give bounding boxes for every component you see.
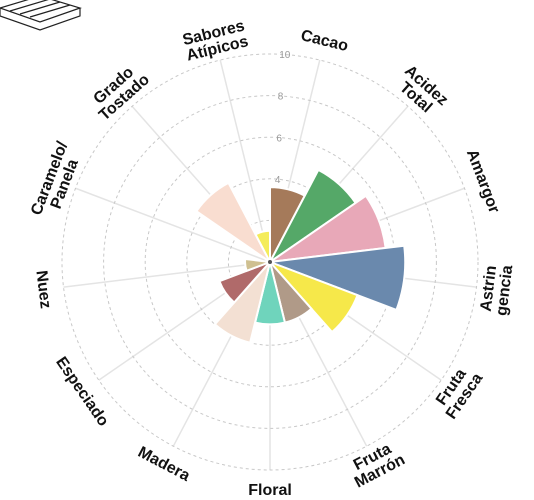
category-label: AcidezTotal (391, 62, 451, 121)
category-label: SaboresAtípicos (181, 18, 250, 65)
bar (218, 261, 271, 304)
category-label-line: Floral (248, 482, 292, 499)
category-label: Madera (135, 444, 193, 485)
spoke (75, 187, 271, 263)
y-tick-label: 10 (279, 50, 291, 61)
category-label: Floral (248, 482, 292, 499)
bar (254, 229, 271, 263)
category-label: Especiado (52, 354, 112, 430)
category-label: Caramelo/Panela (28, 139, 86, 224)
bar (195, 181, 271, 263)
y-tick-label: 4 (275, 175, 281, 186)
bar (269, 261, 359, 334)
chocolate-icon (0, 0, 82, 31)
category-label: Amargor (463, 147, 503, 215)
category-label: Nuez (32, 270, 53, 310)
category-label-line: Astrin (478, 265, 500, 313)
bar (244, 257, 271, 273)
category-label-line: Especiado (52, 354, 112, 430)
category-label: Astringencia (477, 262, 516, 316)
category-label-line: Nuez (32, 270, 53, 310)
category-label: GradoTostado (85, 59, 153, 124)
y-tick-label: 8 (278, 92, 284, 103)
category-label: FrutaMarrón (345, 437, 408, 491)
bar (213, 261, 271, 344)
category-label: Cacao (299, 27, 350, 55)
grid-circle (103, 95, 437, 429)
spoke (219, 59, 271, 263)
center-dot (268, 260, 272, 264)
y-tick-label: 6 (276, 133, 282, 144)
grid-circle (61, 53, 479, 471)
category-label-line: Cacao (299, 27, 350, 55)
category-label-line: Amargor (463, 147, 503, 215)
spoke (63, 261, 271, 288)
category-label-line: Madera (135, 444, 193, 485)
category-label: FrutaFresca (430, 361, 487, 422)
category-label-line: gencia (493, 264, 516, 316)
bar (269, 244, 407, 312)
